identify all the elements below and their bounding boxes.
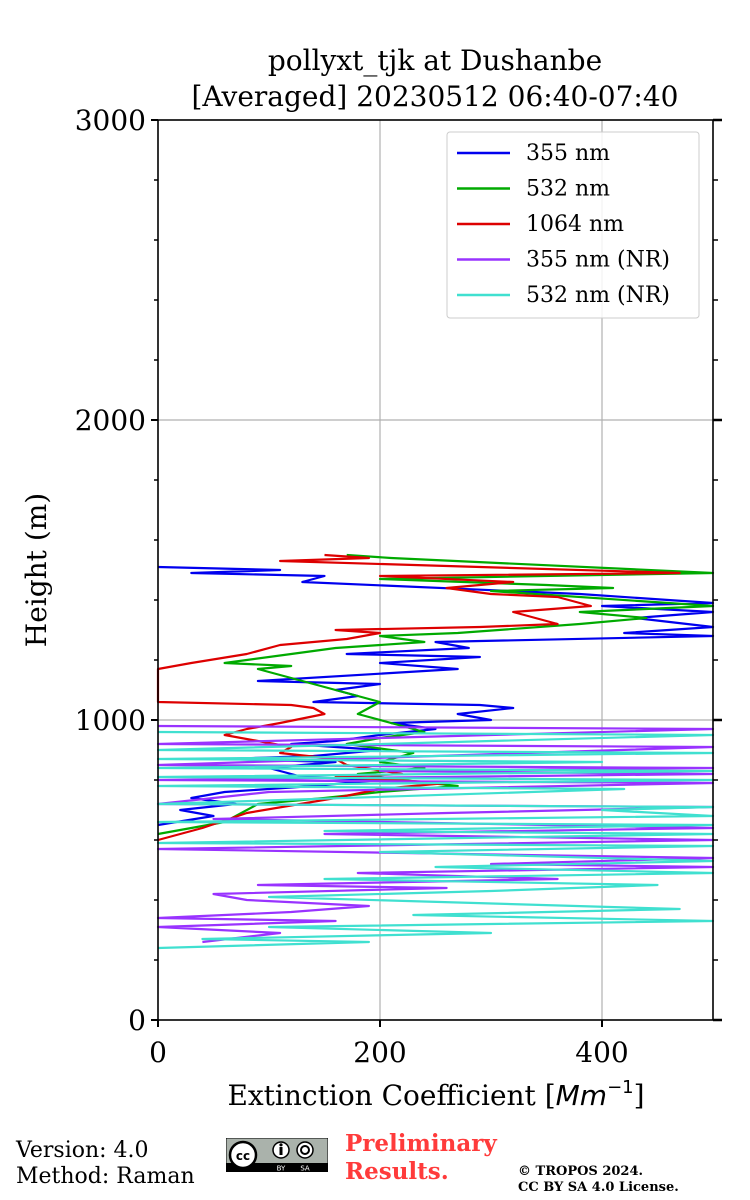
x-axis-label-close: ] <box>634 1079 645 1112</box>
x-axis-label-unit: Mm <box>556 1079 607 1112</box>
x-tick-label: 200 <box>353 1036 406 1069</box>
y-tick-label: 0 <box>128 1004 146 1037</box>
x-axis-label: Extinction Coefficient [Mm−1] <box>227 1077 644 1112</box>
y-tick-label: 2000 <box>75 404 146 437</box>
series-line <box>156 730 715 950</box>
version-text: Version: 4.0 <box>16 1138 149 1163</box>
axis-ticks: 0 200 400 0 1000 2000 3000 <box>75 104 722 1069</box>
cc-by-sa-license-icon: cc BY SA <box>226 1138 328 1172</box>
footer-info: Version: 4.0 Method: Raman <box>16 1138 195 1190</box>
cc-badge-cc: cc <box>236 1149 250 1163</box>
legend: 355 nm 532 nm 1064 nm 355 nm (NR) 532 nm (NR… <box>446 131 700 319</box>
chart-title-line2: [Averaged] 20230512 06:40-07:40 <box>192 80 679 113</box>
extinction-profile-chart: pollyxt_tjk at Dushanbe [Averaged] 20230… <box>20 44 722 1112</box>
plot-frame <box>157 119 714 1021</box>
legend-label: 355 nm <box>526 141 610 166</box>
y-tick-label: 1000 <box>75 704 146 737</box>
series-lines <box>156 553 715 950</box>
preliminary-results-note: Preliminary Results. <box>345 1130 497 1186</box>
copyright-line2: CC BY SA 4.0 License. <box>518 1180 679 1195</box>
y-axis-label: Height (m) <box>20 493 53 647</box>
y-tick-label: 3000 <box>75 104 146 137</box>
legend-label: 532 nm (NR) <box>526 283 670 308</box>
x-axis-label-exponent: −1 <box>607 1077 634 1098</box>
legend-label: 355 nm (NR) <box>526 248 670 273</box>
legend-label: 1064 nm <box>526 212 624 237</box>
x-tick-label: 400 <box>575 1036 628 1069</box>
copyright-line1: © TROPOS 2024. <box>518 1164 644 1179</box>
x-tick-label: 0 <box>149 1036 167 1069</box>
cc-badge-by: BY <box>277 1165 286 1173</box>
copyright-note: © TROPOS 2024. CC BY SA 4.0 License. <box>518 1164 679 1196</box>
legend-label: 532 nm <box>526 177 610 202</box>
cc-badge-sa: SA <box>300 1165 310 1173</box>
legend-box <box>446 131 700 319</box>
x-axis-label-text: Extinction Coefficient [ <box>227 1079 555 1112</box>
method-text: Method: Raman <box>16 1164 195 1189</box>
preliminary-line1: Preliminary <box>345 1130 497 1157</box>
chart-title-line1: pollyxt_tjk at Dushanbe <box>268 44 602 77</box>
preliminary-line2: Results. <box>345 1158 449 1185</box>
